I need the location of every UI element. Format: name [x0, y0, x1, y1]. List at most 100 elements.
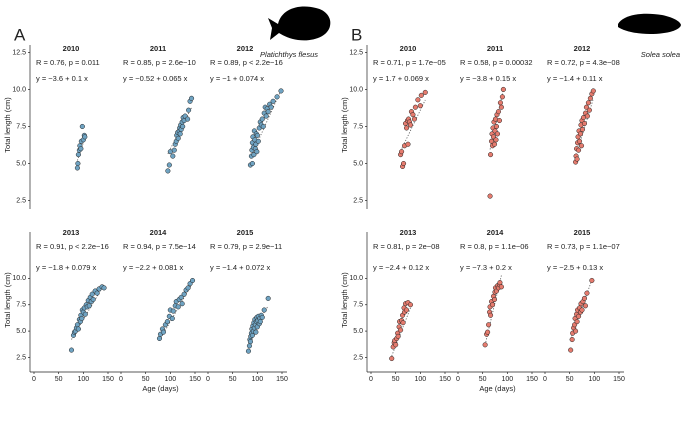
point: [78, 146, 84, 152]
x-tick-label: 100: [77, 376, 89, 383]
x-tick-label: 50: [392, 376, 400, 383]
x-tick-label: 150: [526, 376, 538, 383]
x-tick-label: 0: [206, 376, 210, 383]
point: [574, 319, 580, 325]
facet-title: 2012: [574, 44, 591, 53]
x-tick-label: 150: [189, 376, 201, 383]
point: [253, 329, 259, 335]
point: [180, 123, 186, 130]
point: [485, 329, 491, 335]
point: [488, 152, 494, 158]
point: [401, 160, 407, 167]
x-tick-label: 100: [414, 376, 426, 383]
point: [399, 149, 405, 155]
point: [259, 314, 265, 320]
facet-title: 2012: [237, 44, 254, 53]
facet-stats: R = 0.81, p = 2e−08: [373, 242, 440, 251]
point: [412, 104, 418, 110]
point: [569, 336, 575, 343]
y-tick-label: 12.5: [349, 49, 363, 56]
point: [493, 123, 500, 130]
point: [255, 138, 261, 144]
point: [576, 138, 583, 144]
point: [403, 125, 410, 131]
point: [398, 327, 404, 333]
point: [185, 116, 191, 122]
point: [389, 355, 395, 362]
y-tick-label: 10.0: [12, 86, 26, 93]
point: [165, 168, 171, 174]
facet-title: 2011: [150, 44, 166, 53]
x-tick-label: 50: [479, 376, 487, 383]
point: [489, 302, 496, 308]
y-tick-label: 5.0: [353, 160, 363, 167]
point: [410, 112, 416, 118]
point: [247, 339, 253, 345]
facet-title: 2010: [63, 44, 80, 53]
point: [422, 89, 428, 95]
y-tick-label: 2.5: [353, 354, 363, 361]
point: [246, 343, 252, 349]
point: [175, 135, 181, 141]
point: [403, 307, 410, 313]
point: [74, 165, 80, 171]
facet-stats: R = 0.76, p = 0.011: [36, 58, 100, 67]
point: [488, 312, 494, 318]
point: [90, 296, 96, 303]
point: [578, 143, 585, 149]
facet-equation: y = −1.4 + 0.11 x: [547, 74, 603, 83]
point: [164, 319, 170, 325]
point: [189, 277, 196, 284]
point: [500, 86, 506, 92]
point: [75, 326, 81, 332]
point: [418, 92, 424, 98]
x-tick-label: 150: [613, 376, 625, 383]
point: [156, 335, 163, 342]
facet-stats: R = 0.71, p = 1.7e−05: [373, 58, 446, 67]
point: [260, 123, 266, 130]
x-tick-label: 100: [164, 376, 176, 383]
facet-title: 2014: [487, 228, 505, 237]
y-tick-label: 7.5: [353, 302, 363, 309]
point: [497, 100, 503, 106]
point: [499, 94, 505, 100]
point: [82, 134, 88, 140]
facet-equation: y = −3.8 + 0.15 x: [460, 74, 516, 83]
y-axis-label: Total length (cm): [340, 272, 349, 328]
point: [89, 291, 95, 297]
y-axis-label: Total length (cm): [3, 97, 12, 153]
point: [405, 141, 411, 147]
point: [568, 347, 574, 353]
point: [573, 328, 579, 334]
point: [259, 116, 265, 122]
point: [581, 120, 588, 127]
point: [179, 301, 185, 307]
point: [278, 88, 284, 94]
point: [257, 319, 263, 325]
point: [268, 104, 274, 110]
panel-label: A: [14, 25, 26, 44]
point: [178, 294, 184, 300]
point: [254, 149, 260, 155]
point: [585, 100, 591, 106]
point: [482, 342, 488, 348]
facet-title: 2015: [574, 228, 591, 237]
point: [486, 322, 492, 328]
point: [586, 107, 592, 113]
point: [581, 295, 588, 301]
x-tick-label: 0: [119, 376, 123, 383]
facet-title: 2013: [63, 228, 80, 237]
facet-equation: y = −2.4 + 0.12 x: [373, 263, 429, 272]
point: [75, 160, 81, 167]
facet-stats: R = 0.89, p < 2.2e−16: [210, 58, 283, 67]
point: [575, 313, 582, 319]
facet-title: 2014: [150, 228, 168, 237]
facet-stats: R = 0.8, p = 1.1e−06: [460, 242, 529, 251]
facet-equation: y = −2.2 + 0.081 x: [123, 263, 184, 272]
point: [177, 131, 183, 137]
point: [497, 280, 503, 286]
point: [590, 88, 596, 94]
facet-stats: R = 0.58, p = 0.00032: [460, 58, 533, 67]
facet-equation: y = −1 + 0.074 x: [210, 74, 264, 83]
species-label: Platichthys flesus: [260, 50, 318, 59]
